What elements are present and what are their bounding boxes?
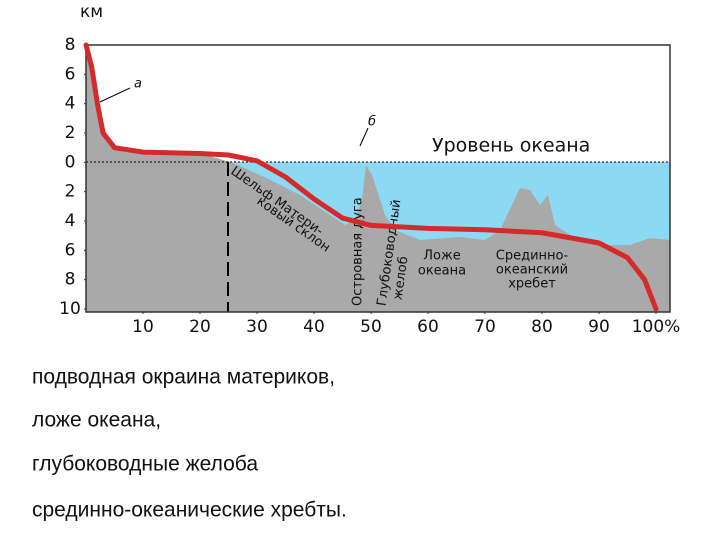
hypsographic-curve [83, 42, 659, 312]
x-tick-label: 40 [303, 317, 325, 337]
y-tick-label: 8 [65, 35, 76, 55]
plot-frame [85, 44, 671, 313]
y-tick-label: 8 [65, 270, 76, 290]
bullet: подводная окраина материков, [32, 366, 335, 389]
y-tick-label: 4 [65, 94, 76, 114]
ocean [230, 162, 670, 245]
label-a: а [134, 77, 142, 92]
x-tick-label: 30 [246, 317, 268, 337]
y-tick-label: 0 [65, 152, 76, 172]
y-tick-label: 6 [65, 240, 76, 260]
y-unit: км [80, 2, 103, 22]
x-tick-label: 60 [417, 317, 439, 337]
x-tick-label: 80 [531, 317, 553, 337]
ridge-label: Срединно- [496, 249, 569, 264]
leader-a [99, 87, 131, 103]
x-tick-label: 100% [632, 317, 681, 337]
y-tick-label: 2 [65, 182, 76, 202]
y-tick-label: 4 [65, 211, 76, 231]
trench-label: желоб [391, 255, 412, 301]
x-tick-label: 20 [189, 317, 211, 337]
ocean-floor-label: океана [418, 264, 466, 279]
y-tick-label: 10 [59, 299, 81, 319]
label-b: б [368, 115, 376, 130]
bullet: глубоководные желоба [32, 453, 258, 476]
x-tick-label: 50 [360, 317, 382, 337]
sea-level-label: Уровень океана [432, 135, 590, 157]
ridge-label: хребет [508, 277, 556, 292]
sky [86, 45, 670, 162]
x-tick-label: 70 [474, 317, 496, 337]
x-tick-label: 10 [132, 317, 154, 337]
bullet: ложе океана, [32, 409, 161, 432]
x-tick-label: 90 [588, 317, 610, 337]
y-tick-label: 6 [65, 64, 76, 84]
ridge-label: океанский [496, 263, 568, 278]
leader-b [359, 127, 369, 147]
y-tick-label: 2 [65, 123, 76, 143]
ocean-floor-label: Ложе [423, 249, 460, 264]
bullet: срединно-океанические хребты. [32, 499, 347, 522]
island-arc-label: Островная дуга [351, 197, 366, 306]
